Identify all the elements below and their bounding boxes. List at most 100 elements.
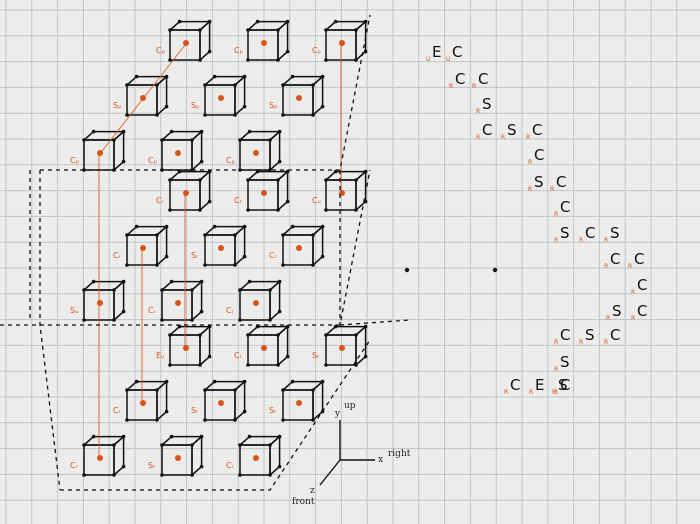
sequence-subscript: R [579,237,584,244]
sequence-subscript: R [552,389,557,396]
cube-vertex-dot [311,263,315,267]
cube-vertex-dot [203,418,207,422]
cube-vertex-dot [168,208,172,212]
cube-vertex-dot [168,333,172,337]
cube-label: Cᵣ [148,305,156,315]
cube-vertex-dot [203,233,207,237]
cube-marker-dot [175,300,181,306]
cube-vertex-dot [246,333,250,337]
cube-vertex-dot [285,354,290,359]
cube-label: Cₚ [156,45,166,55]
cube-label: Cᵣ [234,350,242,360]
cube-label: Cₚ [226,155,236,165]
cube-vertex-dot [285,19,290,24]
sequence-subscript: R [554,211,559,218]
cube-vertex-dot [125,388,129,392]
cube-vertex-dot [281,233,285,237]
axis-z-label: z [310,486,315,496]
cube-vertex-dot [233,418,237,422]
cube-label: Sᵣ [148,460,156,470]
cube-vertex-dot [82,138,86,142]
cube-marker-dot [296,400,302,406]
sequence-subscript: R [550,186,555,193]
sequence-subscript: R [554,237,559,244]
cube-vertex-dot [82,443,86,447]
cube [168,169,212,212]
dashed-bound-line [60,339,371,491]
sequence-letter: S [534,173,544,191]
cube [246,324,290,367]
cube-vertex-dot [203,388,207,392]
cube-label: Cᵣ [156,195,164,205]
cube-vertex-dot [233,263,237,267]
sequence-letter: E [535,376,545,394]
cube-label: Sₚ [113,100,122,110]
cube-vertex-dot [285,199,290,204]
cube-vertex-dot [290,224,295,229]
sequence-subscript: R [472,83,477,90]
cube-vertex-dot [121,434,126,439]
cube-vertex-dot [268,138,272,142]
cube-label: Sᵣ [312,350,320,360]
cube-vertex-dot [160,138,164,142]
cube-marker-dot [97,455,103,461]
cube-vertex-dot [160,288,164,292]
cube-label: Sᵤ [70,305,79,315]
sequence-letter: C [482,121,493,139]
cube-vertex-dot [276,208,280,212]
cube-vertex-dot [268,473,272,477]
cube-marker-dot [218,245,224,251]
cube-vertex-dot [233,83,237,87]
cube-vertex-dot [155,233,159,237]
sequence-subscript: R [529,389,534,396]
cube [238,129,282,172]
sequence-subscript: R [631,315,636,322]
cube-vertex-dot [276,363,280,367]
cube-vertex-dot [169,434,174,439]
dashed-bound-line [339,319,411,326]
cube-vertex-dot [324,208,328,212]
cube-vertex-dot [112,473,116,477]
cube-vertex-dot [164,379,169,384]
cube-vertex-dot [320,104,325,109]
cube-marker-dot [140,400,146,406]
cube-marker-dot [339,40,345,46]
cube-marker-dot [183,190,189,196]
sequence-letter: S [612,302,622,320]
cube-vertex-dot [324,58,328,62]
sequence-letter: C [637,276,648,294]
cube-vertex-dot [121,159,126,164]
cube-vertex-dot [233,113,237,117]
cube-label: Sₚ [191,100,200,110]
cube-vertex-dot [246,363,250,367]
cube-vertex-dot [164,74,169,79]
sequence-subscript: R [476,134,481,141]
cube-vertex-dot [199,279,204,284]
cube-vertex-dot [134,74,139,79]
cube-label: Sᵣ [191,250,199,260]
cube-label: Cₚ [70,155,80,165]
cube-vertex-dot [324,363,328,367]
cube [238,434,282,477]
sequence-subscript: R [554,339,559,346]
cube-vertex-dot [155,263,159,267]
cube-vertex-dot [198,28,202,32]
cube-vertex-dot [268,288,272,292]
cube [125,379,169,422]
cube-vertex-dot [168,28,172,32]
cube-label: Cᵣ [70,460,78,470]
cube-vertex-dot [199,434,204,439]
cube-marker-dot [296,245,302,251]
cube-vertex-dot [164,254,169,259]
cube-vertex-dot [190,288,194,292]
cube-vertex-dot [169,129,174,134]
cube-marker-dot [253,150,259,156]
cube-vertex-dot [190,318,194,322]
cube-vertex-dot [233,388,237,392]
ellipsis-dot [492,267,498,273]
sequence-letter: C [556,173,567,191]
cube-vertex-dot [276,178,280,182]
cube [168,19,212,62]
sequence-subscript: R [628,263,633,270]
